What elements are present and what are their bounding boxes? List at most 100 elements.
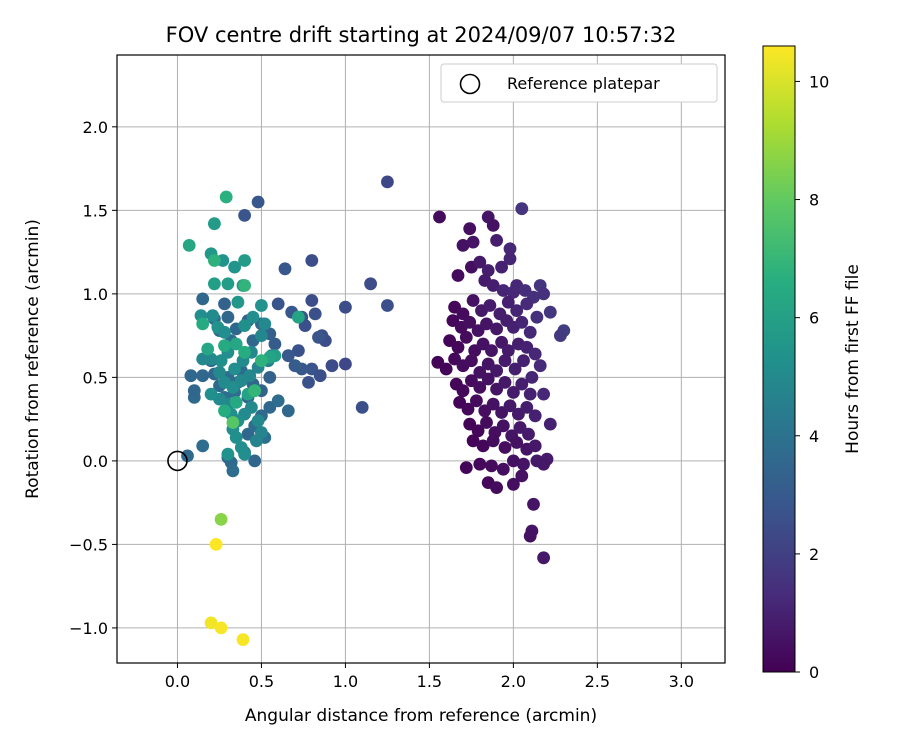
data-point xyxy=(523,387,537,401)
data-point xyxy=(381,299,394,312)
data-point xyxy=(268,337,282,351)
data-point xyxy=(537,551,550,565)
data-point xyxy=(221,447,235,461)
data-point xyxy=(218,297,231,311)
data-point xyxy=(208,254,221,267)
data-point xyxy=(292,310,305,324)
chart-title: FOV centre drift starting at 2024/09/07 … xyxy=(166,23,677,47)
data-point xyxy=(226,464,240,478)
x-tick-label: 0.5 xyxy=(249,672,274,691)
x-axis-ticks: 0.0 0.5 1.0 1.5 2.0 2.5 3.0 xyxy=(165,663,694,691)
data-point xyxy=(525,371,539,384)
data-point xyxy=(528,409,542,423)
data-point xyxy=(470,394,483,408)
colorbar-tick-label: 2 xyxy=(809,545,819,564)
data-point xyxy=(255,329,268,342)
data-point xyxy=(459,330,473,344)
data-point xyxy=(481,372,495,386)
data-point xyxy=(248,384,262,398)
data-point xyxy=(339,300,352,314)
data-point xyxy=(229,337,243,351)
colorbar-gradient xyxy=(762,45,796,673)
colorbar-tick-label: 10 xyxy=(809,72,829,91)
data-point xyxy=(486,279,500,292)
data-point xyxy=(485,459,498,473)
data-point xyxy=(263,371,277,384)
data-point xyxy=(507,386,520,399)
colorbar-tick-label: 6 xyxy=(809,309,819,328)
data-point xyxy=(476,439,490,453)
data-point xyxy=(381,175,394,189)
data-point xyxy=(181,449,194,463)
data-point xyxy=(218,325,231,339)
data-point xyxy=(214,513,228,526)
data-point xyxy=(533,359,547,373)
data-point xyxy=(523,325,537,339)
data-point xyxy=(490,481,503,494)
data-point xyxy=(515,377,529,391)
data-point xyxy=(439,362,453,376)
data-point xyxy=(206,309,220,322)
data-point xyxy=(238,447,252,461)
y-axis-label: Rotation from reference (arcmin) xyxy=(23,219,43,499)
data-point xyxy=(204,387,218,401)
data-point xyxy=(456,384,470,398)
data-point xyxy=(229,431,243,444)
data-point xyxy=(503,252,517,266)
data-point xyxy=(182,239,196,252)
data-point xyxy=(221,310,235,324)
y-tick-label: −1.0 xyxy=(69,619,108,638)
data-point xyxy=(480,416,493,429)
data-point xyxy=(325,359,339,373)
data-point xyxy=(496,462,510,476)
data-point xyxy=(459,461,473,474)
data-point xyxy=(510,436,524,449)
data-point xyxy=(221,277,235,291)
data-point xyxy=(498,354,512,368)
data-point xyxy=(503,242,517,256)
data-point xyxy=(466,235,480,249)
data-point xyxy=(281,349,295,363)
data-point xyxy=(218,339,231,352)
data-point xyxy=(554,329,567,342)
data-point xyxy=(288,359,302,373)
data-point xyxy=(528,347,542,361)
data-point xyxy=(238,209,252,222)
x-tick-label: 0.0 xyxy=(165,672,190,691)
data-point xyxy=(461,402,475,416)
x-tick-label: 2.0 xyxy=(501,672,526,691)
data-point xyxy=(486,219,500,232)
data-point xyxy=(495,260,508,274)
data-point xyxy=(302,376,315,389)
data-point xyxy=(520,297,534,311)
data-point xyxy=(281,404,295,418)
data-point xyxy=(305,254,319,267)
x-axis-label: Angular distance from reference (arcmin) xyxy=(245,706,597,726)
data-point xyxy=(490,234,503,247)
data-point xyxy=(271,394,285,408)
data-point xyxy=(496,284,510,297)
data-point xyxy=(501,344,515,357)
colorbar-tick-label: 0 xyxy=(809,663,819,682)
y-tick-label: 1.0 xyxy=(83,285,108,304)
data-point xyxy=(312,330,325,344)
data-point xyxy=(515,315,529,329)
data-point xyxy=(238,254,252,267)
data-point xyxy=(250,434,263,448)
y-axis-ticks: −1.0 −0.5 0.0 0.5 1.0 1.5 2.0 xyxy=(69,118,117,638)
legend-reference-marker xyxy=(459,73,481,95)
y-tick-label: 1.5 xyxy=(83,201,108,220)
data-point xyxy=(433,210,446,224)
colorbar: 0 2 4 6 8 10 Hours from first FF file xyxy=(762,45,863,682)
data-point xyxy=(278,262,292,276)
data-point xyxy=(473,457,487,471)
x-tick-label: 3.0 xyxy=(669,672,694,691)
data-point xyxy=(201,342,215,356)
y-tick-label: 0.0 xyxy=(83,452,108,471)
data-point xyxy=(228,260,242,274)
data-point xyxy=(208,217,221,231)
data-point xyxy=(481,264,495,277)
y-tick-label: 0.5 xyxy=(83,368,108,387)
data-point xyxy=(246,310,260,324)
